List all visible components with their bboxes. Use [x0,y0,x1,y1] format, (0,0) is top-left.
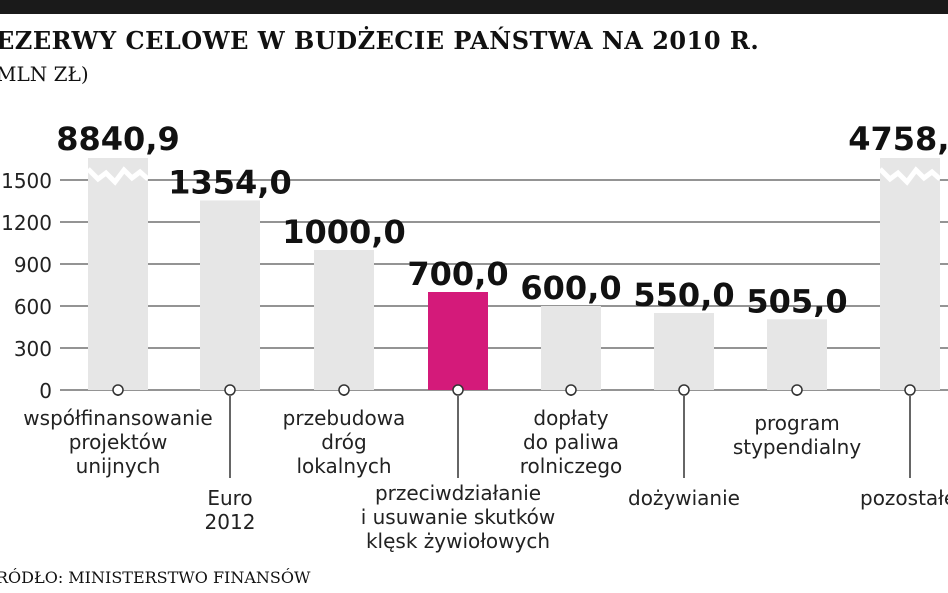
category-label: dopłaty [533,406,608,430]
y-tick-label: 1500 [1,169,52,193]
axis-break [878,166,942,186]
category-label: i usuwanie skutków [361,505,556,529]
value-label: 600,0 [520,269,621,307]
value-label: 1000,0 [282,213,405,251]
chart-subtitle: MLN ZŁ) [0,62,89,86]
source-note: RÓDŁO: MINISTERSTWO FINANSÓW [0,568,311,587]
value-label: 4758,9 [848,120,948,158]
category-label: przebudowa [283,406,406,430]
category-label: dróg [321,430,366,454]
y-tick-label: 0 [39,379,52,403]
value-label: 505,0 [746,282,847,320]
leader-dot [565,384,577,396]
bar [767,319,827,390]
category-label: Euro [207,486,252,510]
value-label: 700,0 [407,255,508,293]
bar [88,158,148,390]
category-label: pozostałe [860,486,948,510]
leader-dot [791,384,803,396]
category-label: lokalnych [296,454,391,478]
leader-dot [904,384,916,396]
leader-dot [678,384,690,396]
category-label: przeciwdziałanie [375,481,541,505]
leader-dot [452,384,464,396]
value-label: 1354,0 [168,163,291,201]
chart-title: EZERWY CELOWE W BUDŻECIE PAŃSTWA NA 2010… [0,26,760,55]
bar [200,200,260,390]
y-tick-label: 600 [14,295,52,319]
value-label: 550,0 [633,276,734,314]
top-bar [0,0,948,14]
bar [654,313,714,390]
category-label: 2012 [205,510,256,534]
leader-dot [338,384,350,396]
y-tick-label: 1200 [1,211,52,235]
value-label: 8840,9 [56,120,179,158]
category-label: projektów [69,430,168,454]
category-label: stypendialny [733,435,862,459]
y-tick-label: 300 [14,337,52,361]
leader-dot [112,384,124,396]
category-label: dożywianie [628,486,740,510]
category-label: rolniczego [520,454,623,478]
category-label: unijnych [76,454,161,478]
category-label: program [754,411,839,435]
axis-break [86,166,150,186]
leader-dot [224,384,236,396]
y-tick-label: 900 [14,253,52,277]
bar [880,158,940,390]
bar [428,292,488,390]
bar [541,306,601,390]
category-label: klęsk żywiołowych [366,529,550,553]
bar [314,250,374,390]
category-label: współfinansowanie [23,406,212,430]
category-label: do paliwa [523,430,619,454]
